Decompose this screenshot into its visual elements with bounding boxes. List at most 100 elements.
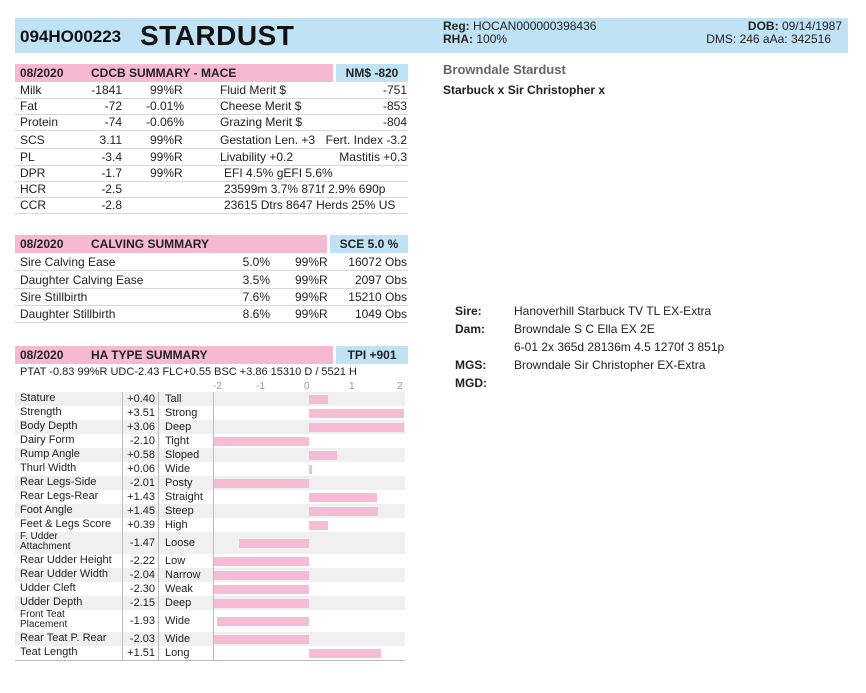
- type-trait-row: Rear Legs-Rear +1.43 Straight: [15, 490, 405, 504]
- trait-descriptor: Wide: [165, 633, 191, 645]
- trait-bar: [309, 521, 328, 530]
- cdcb-row-pl: PL -3.4 99%R Livability +0.2 Mastitis +0…: [20, 150, 408, 164]
- type-trait-row: Rump Angle +0.58 Sloped: [15, 448, 405, 462]
- trait-name: Body Depth: [20, 420, 78, 432]
- tpi-badge: TPI +901: [336, 346, 408, 364]
- trait-value: +1.51: [127, 647, 155, 659]
- reg-number: 094HO00223: [20, 27, 122, 46]
- dob-value: 09/14/1987: [781, 19, 842, 33]
- trait-descriptor: Strong: [165, 407, 198, 419]
- cdcb-row-scs: SCS 3.11 99%R Gestation Len. +3 Fert. In…: [20, 133, 408, 147]
- trait-descriptor: Sloped: [165, 449, 200, 461]
- type-trait-row: Body Depth +3.06 Deep: [15, 420, 405, 434]
- cdcb-row-ccr: CCR -2.8 23615 Dtrs 8647 Herds 25% US: [20, 198, 408, 212]
- merit-label: Cheese Merit $: [220, 99, 302, 113]
- trait-name: Rump Angle: [20, 448, 80, 460]
- rha-line: RHA: 100%: [443, 32, 507, 46]
- cdcb-date: 08/2020: [20, 66, 64, 80]
- trait-bar: [214, 571, 309, 580]
- divider: [15, 322, 408, 323]
- trait-label: PL: [20, 150, 35, 164]
- sire-label: Sire:: [455, 304, 482, 318]
- trait-value: -2.8: [101, 198, 122, 212]
- type-trait-row: Stature +0.40 Tall: [15, 392, 405, 406]
- trait-bar: [214, 557, 309, 566]
- trait-descriptor: Posty: [165, 477, 193, 489]
- trait-name: Feet & Legs Score: [20, 518, 112, 530]
- type-trait-row: Strength +3.51 Strong: [15, 406, 405, 420]
- observations: 16072 Obs: [348, 255, 407, 269]
- merit-value: -853: [382, 99, 407, 113]
- trait-label: Protein: [20, 115, 59, 129]
- trait-value: +1.43: [127, 491, 155, 503]
- trait-name: Rear Legs-Rear: [20, 490, 99, 502]
- trait-name: Front Teat Placement: [20, 609, 68, 630]
- mgs-name: Browndale Sir Christopher EX-Extra: [514, 358, 706, 372]
- cdcb-row-fat: Fat -72 -0.01% Cheese Merit $ -853: [20, 99, 408, 113]
- trait-descriptor: Tight: [165, 435, 190, 447]
- trait-bar: [214, 585, 309, 594]
- merit-label: Grazing Merit $: [220, 115, 303, 129]
- trait-descriptor: Long: [165, 647, 190, 659]
- merit-value: -804: [382, 115, 407, 129]
- trait-name: Foot Angle: [20, 504, 73, 516]
- trait-value: -2.5: [101, 182, 122, 196]
- bull-header: 094HO00223 STARDUST Reg: HOCAN0000003984…: [15, 18, 848, 53]
- trait-value: -2.22: [129, 555, 155, 567]
- trait-descriptor: Tall: [165, 393, 182, 405]
- trait-name: Rear Udder Width: [20, 568, 109, 580]
- dam-name: Browndale S C Ella EX 2E: [514, 322, 655, 336]
- calving-title: CALVING SUMMARY: [91, 237, 209, 251]
- reliability: 99%R: [150, 166, 183, 180]
- type-title: HA TYPE SUMMARY: [91, 348, 208, 362]
- trait-bar: [214, 437, 309, 446]
- calving-row: Sire Stillbirth 7.6% 99%R 15210 Obs: [20, 290, 408, 304]
- rha-label: RHA:: [443, 32, 473, 46]
- trait-bar: [309, 423, 404, 432]
- cdcb-row-milk: Milk -1841 99%R Fluid Merit $ -751: [20, 83, 408, 97]
- trait-value: +3.51: [127, 407, 155, 419]
- trait-bar: [217, 617, 309, 626]
- trait-descriptor: High: [165, 519, 188, 531]
- gestation-length: Gestation Len. +3: [220, 133, 316, 147]
- ptat-line: PTAT -0.83 99%R UDC-2.43 FLC+0.55 BSC +3…: [20, 366, 357, 378]
- calving-summary-bar: 08/2020 CALVING SUMMARY SCE 5.0 %: [15, 235, 408, 253]
- divider: [15, 197, 408, 198]
- divider: [15, 98, 408, 99]
- trait-value: +0.58: [127, 449, 155, 461]
- trait-label: DPR: [20, 166, 46, 180]
- type-trait-row: Foot Angle +1.45 Steep: [15, 504, 405, 518]
- trait-name: Udder Depth: [20, 596, 83, 608]
- type-trait-row: Rear Legs-Side -2.01 Posty: [15, 476, 405, 490]
- cdcb-summary-bar: 08/2020 CDCB SUMMARY - MACE NM$ -820: [15, 64, 408, 82]
- trait-descriptor: Steep: [165, 505, 194, 517]
- trait-label: CCR: [20, 198, 46, 212]
- trait-name: Stature: [20, 392, 56, 404]
- divider: [15, 148, 408, 149]
- trait-descriptor: Narrow: [165, 569, 201, 581]
- trait-descriptor: Deep: [165, 421, 192, 433]
- trait-descriptor: Wide: [165, 615, 191, 627]
- trait-bar: [309, 507, 378, 516]
- livability: Livability +0.2: [220, 150, 294, 164]
- type-trait-row: Front Teat Placement -1.93 Wide: [15, 610, 405, 632]
- efi-values: EFI 4.5% gEFI 5.6%: [224, 166, 333, 180]
- trait-name: Rear Teat P. Rear: [20, 632, 107, 644]
- scale-tick: 2: [397, 381, 403, 392]
- trait-percent: -0.01%: [145, 99, 184, 113]
- reliability: 99%R: [150, 150, 183, 164]
- divider: [15, 288, 408, 289]
- trait-bar: [309, 493, 377, 502]
- calving-value: 8.6%: [242, 307, 270, 321]
- trait-name: F. Udder Attachment: [20, 531, 71, 552]
- trait-value: -2.03: [129, 633, 155, 645]
- calving-row: Daughter Stillbirth 8.6% 99%R 1049 Obs: [20, 307, 408, 321]
- trait-value: -2.04: [129, 569, 155, 581]
- trait-value: -2.15: [129, 597, 155, 609]
- scale-tick: -1: [256, 381, 265, 392]
- reg-value: HOCAN000000398436: [473, 19, 597, 33]
- type-trait-row: Rear Teat P. Rear -2.03 Wide: [15, 632, 405, 646]
- sire-name: Hanoverhill Starbuck TV TL EX-Extra: [514, 304, 712, 318]
- type-date: 08/2020: [20, 348, 64, 362]
- trait-value: +0.06: [127, 463, 155, 475]
